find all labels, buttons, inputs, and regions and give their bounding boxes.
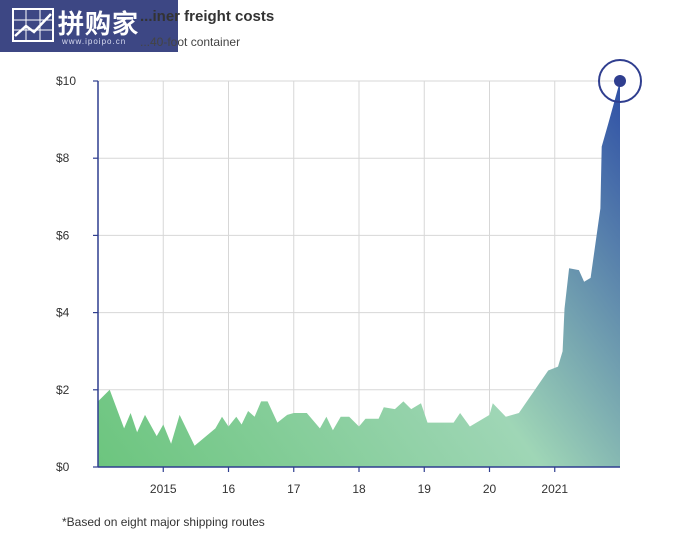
y-tick-label: $2 [56,383,70,397]
y-tick-label: $10 [56,74,76,88]
y-tick-label: $8 [56,151,70,165]
chart-subtitle: ...40-foot container [140,35,241,49]
y-axis-ticks: $0 $2 $4 $6 $8 $10 [56,74,98,474]
grid-lines [98,80,620,467]
chart-logo-icon [12,8,54,42]
latest-point [614,75,626,87]
logo-url: www.ipoipo.cn [62,37,127,46]
freight-cost-area [98,81,620,467]
x-tick-label: 16 [222,482,236,496]
watermark-logo: 拼购家 www.ipoipo.cn [0,0,178,52]
x-tick-label: 2021 [541,482,568,496]
latest-value-highlight [598,59,642,103]
x-tick-label: 18 [352,482,366,496]
y-tick-label: $4 [56,306,70,320]
highlight-ring [598,59,642,103]
x-tick-label: 17 [287,482,301,496]
footnote: *Based on eight major shipping routes [62,515,265,529]
x-tick-label: 2015 [150,482,177,496]
chart-title: ...iner freight costs [140,8,275,25]
x-axis-ticks: 2015 16 17 18 19 20 2021 [150,467,568,496]
x-tick-label: 20 [483,482,497,496]
y-tick-label: $0 [56,460,70,474]
x-tick-label: 19 [418,482,432,496]
y-tick-label: $6 [56,228,70,242]
logo-text: 拼购家 [58,9,140,39]
